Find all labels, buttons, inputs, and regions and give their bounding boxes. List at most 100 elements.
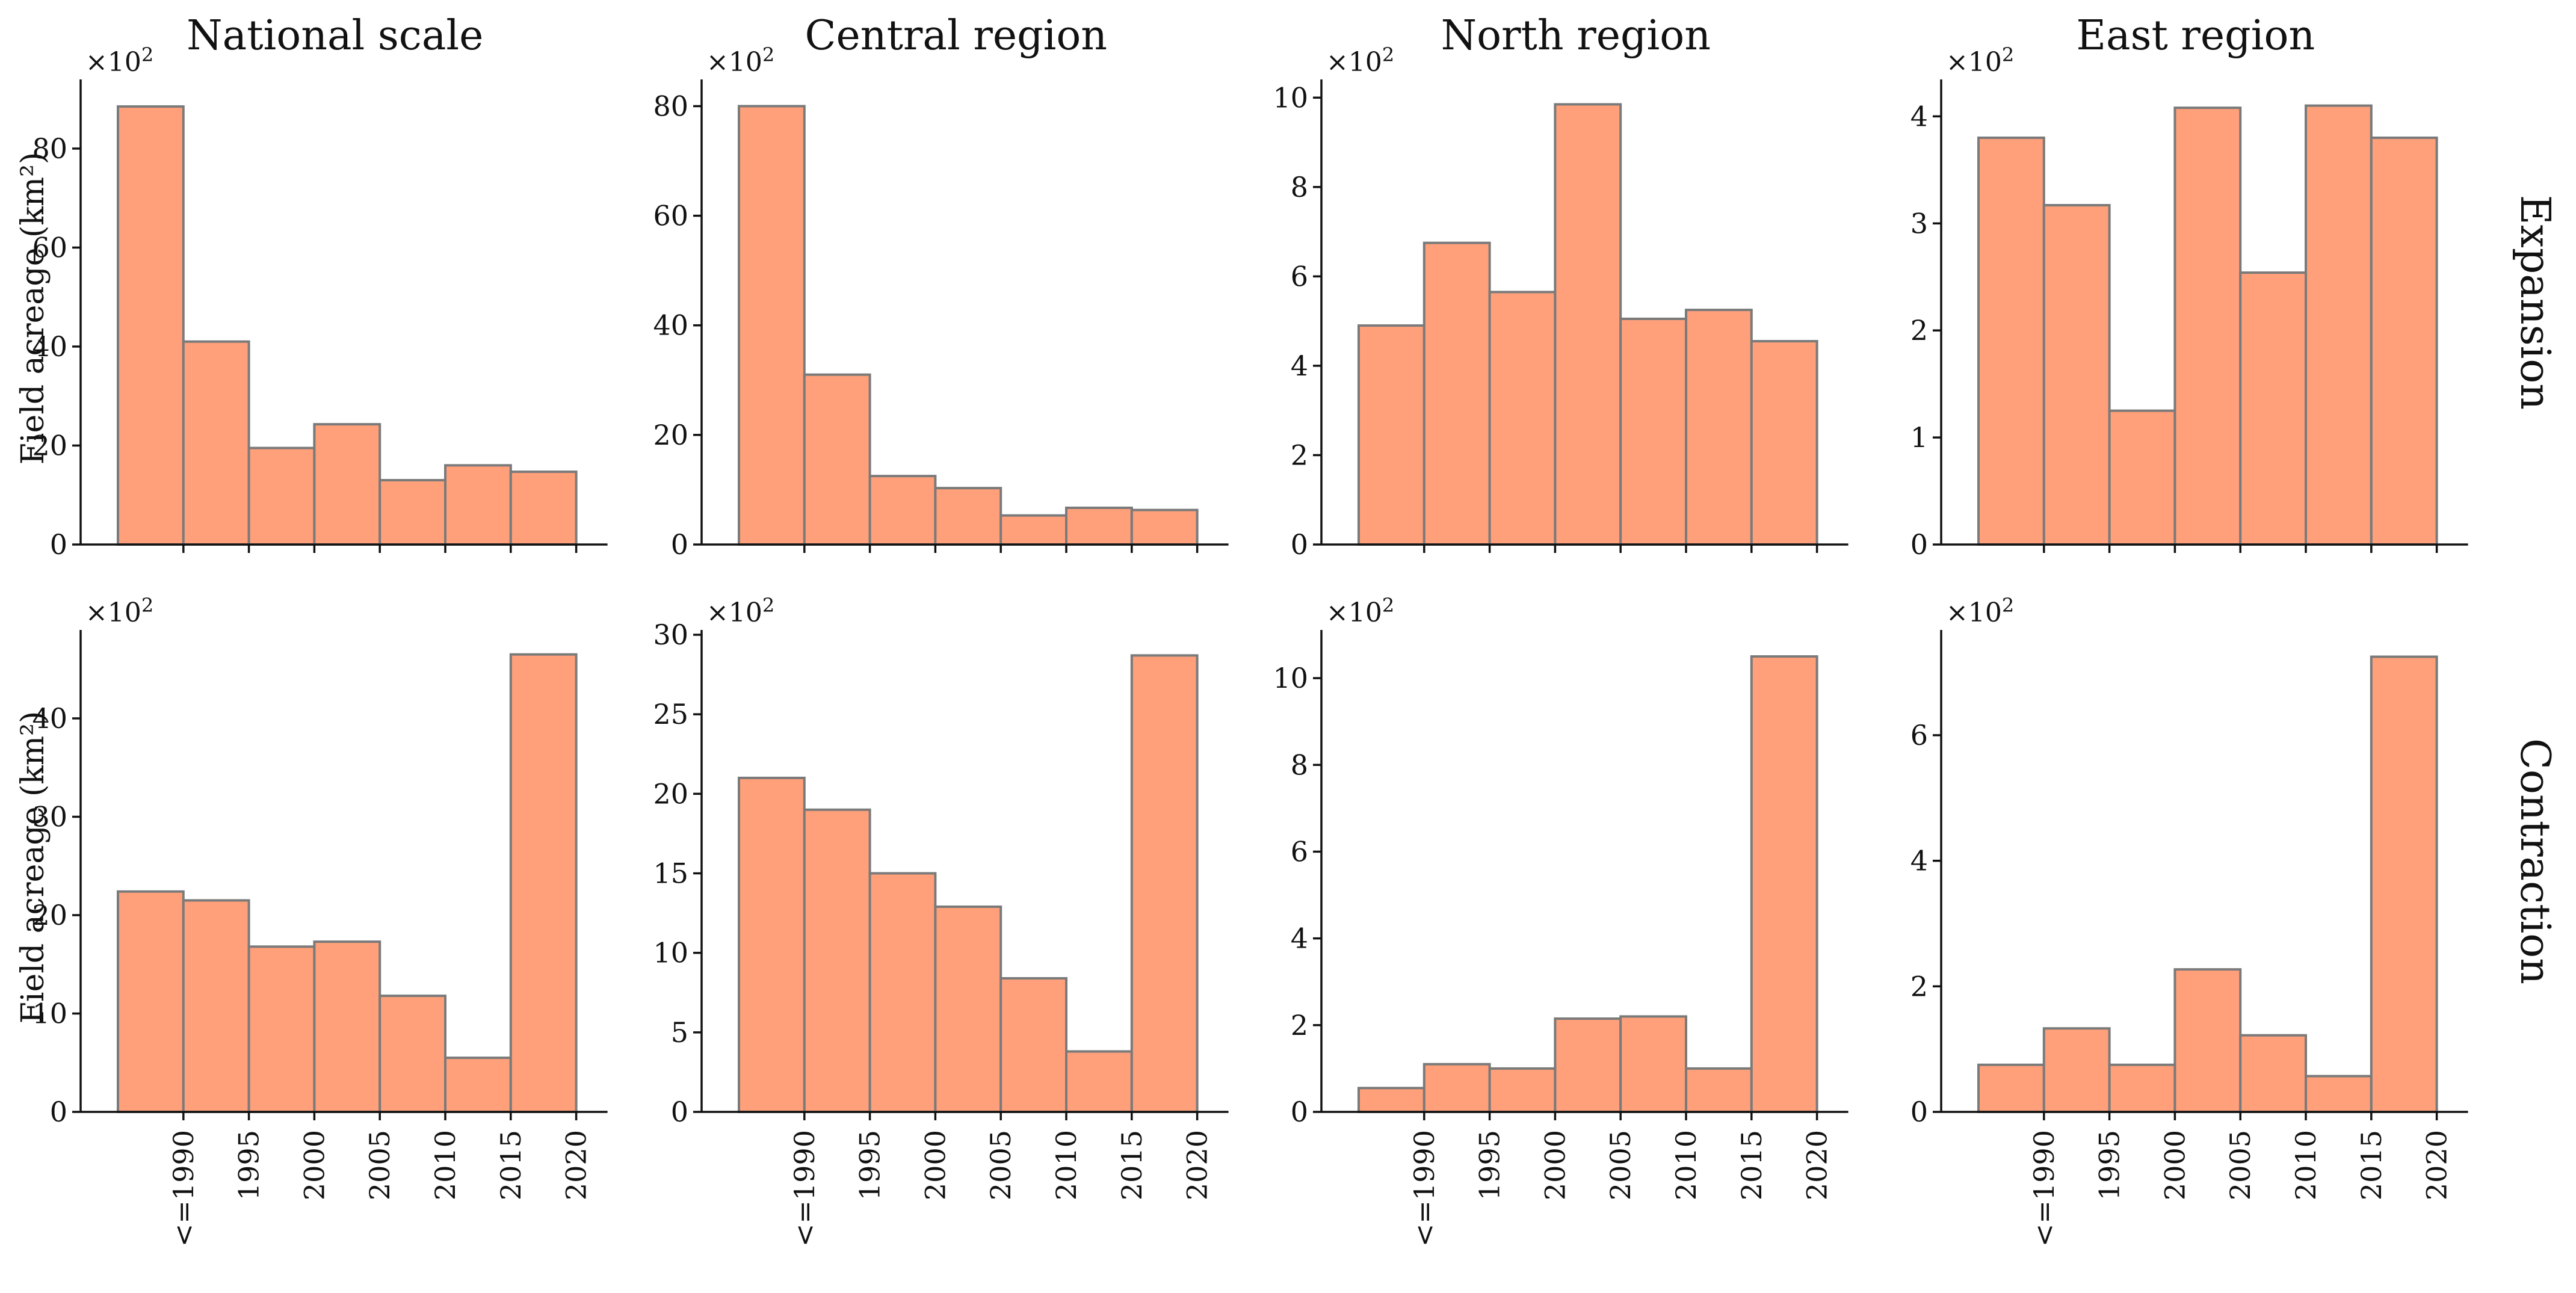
bar: [509, 653, 578, 1113]
panel-contraction-2: 0 5 10 15 20 25 30 <=1990 1995 2000 2005 2010 2015 20…: [653, 594, 1229, 1247]
x-tick-label: 2000: [919, 1130, 951, 1200]
bar: [2305, 1075, 2373, 1114]
y-tick-label: 80: [32, 132, 67, 165]
panel-contraction-3: 0 2 4 6 8 10 <=1990 1995 2000 2005 2010 2015 2020 ×10…: [1273, 594, 1849, 1247]
bar: [2173, 106, 2242, 546]
y-tick-label: 6: [1291, 835, 1308, 868]
bar: [1357, 324, 1425, 546]
bar: [1065, 1050, 1133, 1114]
scale-label: ×102: [1326, 43, 1394, 78]
bar: [868, 475, 937, 546]
bar: [2370, 655, 2438, 1114]
bar: [1619, 317, 1687, 546]
y-tick-label: 3: [1910, 207, 1928, 239]
panel-expansion-4: 0 1 2 3 4 ×102 East region: [1910, 12, 2468, 561]
bar: [1488, 291, 1557, 546]
bar: [1977, 136, 2045, 546]
y-tick-label: 30: [653, 619, 688, 651]
bar: [1554, 1017, 1622, 1113]
y-tick-label: 2: [1910, 314, 1928, 347]
x-tick-label: 2015: [495, 1130, 527, 1200]
scale-label: ×102: [1946, 594, 2014, 628]
panel-title: North region: [1441, 12, 1711, 60]
bar: [444, 464, 512, 546]
bar: [2370, 136, 2438, 546]
panel-expansion-2: 0 20 40 60 80 ×102 Central region: [653, 12, 1229, 561]
panel-title: Central region: [805, 12, 1108, 60]
y-tick-label: 0: [1291, 528, 1308, 561]
bar: [378, 995, 447, 1114]
y-tick-label: 20: [32, 899, 67, 931]
scale-label: ×102: [706, 43, 774, 78]
panel-contraction-4: 0 2 4 6 <=1990 1995 2000 2005 2010 2015 2020 ×102: [1910, 594, 2468, 1247]
bar: [1750, 340, 1818, 546]
y-tick-label: 40: [32, 702, 67, 735]
y-tick-label: 25: [653, 698, 688, 730]
y-tick-label: 1: [1910, 421, 1928, 454]
x-tick-label: <=1990: [788, 1130, 821, 1247]
x-tick-label: <=1990: [2028, 1130, 2060, 1247]
y-tick-label: 6: [1291, 260, 1308, 292]
bar: [803, 373, 871, 546]
bar: [1422, 241, 1491, 546]
y-tick-label: 0: [671, 528, 688, 561]
y-tick-label: 30: [32, 800, 67, 833]
x-tick-label: 2000: [2158, 1130, 2191, 1200]
bar: [934, 487, 1002, 546]
x-tick-label: 2000: [298, 1130, 330, 1200]
bar: [738, 105, 806, 546]
y-tick-label: 80: [653, 90, 688, 122]
scale-label: ×102: [1946, 43, 2014, 78]
bar: [1619, 1015, 1687, 1114]
y-tick-label: 4: [1291, 350, 1308, 382]
bar: [1685, 309, 1753, 546]
scale-label: ×102: [1326, 594, 1394, 628]
x-tick-label: 2020: [1181, 1130, 1214, 1200]
bar: [1685, 1067, 1753, 1113]
panel-title: East region: [2076, 12, 2315, 60]
x-tick-label: 2010: [429, 1130, 462, 1200]
bar: [182, 899, 250, 1113]
y-tick-label: 0: [671, 1096, 688, 1128]
x-tick-label: 2010: [2290, 1130, 2322, 1200]
y-tick-label: 2: [1910, 970, 1928, 1002]
x-tick-label: 2010: [1050, 1130, 1083, 1200]
y-tick-label: 10: [1273, 81, 1308, 114]
y-tick-label: 2: [1291, 1009, 1308, 1041]
x-tick-label: 2020: [560, 1130, 593, 1200]
bar: [2042, 1027, 2111, 1113]
y-tick-label: 20: [653, 419, 688, 451]
y-tick-label: 40: [32, 330, 67, 363]
y-tick-label: 10: [653, 937, 688, 969]
bar: [803, 808, 871, 1114]
y-tick-label: 10: [1273, 662, 1308, 694]
bar: [247, 446, 316, 546]
bar: [1065, 506, 1133, 546]
panel-expansion-1: 0 20 40 60 80 ×102 National scale Field acreage…: [15, 12, 608, 561]
bar: [313, 940, 381, 1114]
x-tick-label: 2010: [1670, 1130, 1702, 1200]
bar: [117, 105, 185, 546]
y-tick-label: 2: [1291, 439, 1308, 471]
bar: [2173, 968, 2242, 1114]
y-tick-label: 60: [32, 231, 67, 264]
y-tick-label: 60: [653, 200, 688, 232]
panel-title: National scale: [187, 12, 483, 60]
y-tick-label: 0: [1910, 528, 1928, 561]
x-tick-label: 2005: [2224, 1130, 2256, 1200]
bar: [738, 776, 806, 1113]
x-tick-label: 2020: [1801, 1130, 1833, 1200]
bar: [868, 872, 937, 1113]
bar: [999, 514, 1067, 546]
bar: [934, 906, 1002, 1113]
y-tick-label: 4: [1910, 845, 1928, 877]
bar: [2042, 204, 2111, 546]
bar: [1130, 508, 1199, 546]
y-tick-label: 0: [1291, 1096, 1308, 1128]
y-tick-label: 0: [1910, 1096, 1928, 1128]
scale-label: ×102: [85, 594, 153, 628]
bar: [509, 471, 578, 546]
bar: [182, 340, 250, 546]
bar: [1554, 103, 1622, 546]
